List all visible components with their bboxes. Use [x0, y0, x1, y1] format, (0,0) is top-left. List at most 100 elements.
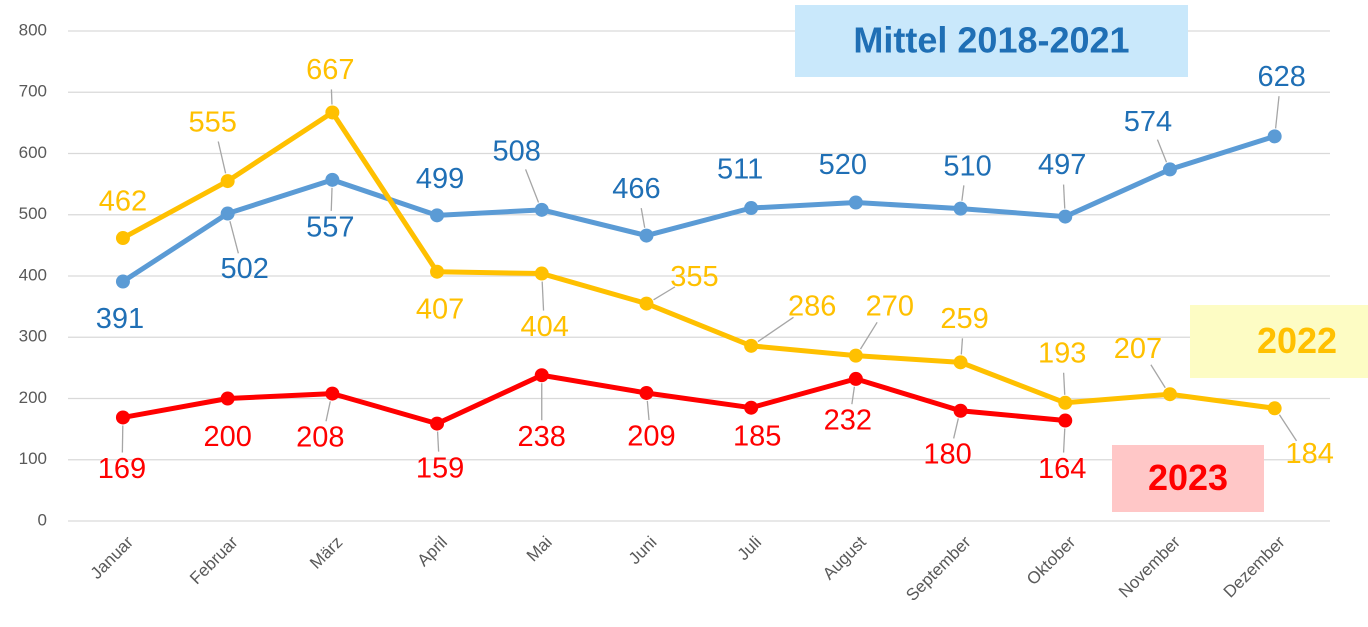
data-point: [953, 403, 968, 418]
leader-line: [229, 221, 239, 254]
y-tick-label: 600: [19, 143, 47, 162]
data-label: 555: [188, 107, 236, 139]
data-point: [639, 228, 654, 243]
data-point: [325, 172, 340, 187]
leader-line: [1278, 414, 1298, 442]
data-point: [744, 201, 759, 216]
legend-box: [1112, 445, 1264, 512]
data-point: [744, 400, 759, 415]
leader-line: [325, 401, 331, 422]
leader-line: [1150, 364, 1166, 389]
data-point: [430, 208, 445, 223]
data-point: [1162, 387, 1177, 402]
data-point: [430, 264, 445, 279]
data-point: [1162, 162, 1177, 177]
legend-label: Mittel 2018-2021: [853, 20, 1129, 61]
data-point: [1058, 209, 1073, 224]
leader-line: [1062, 184, 1066, 209]
y-tick-label: 300: [19, 327, 47, 346]
data-label: 238: [518, 421, 566, 453]
data-label: 207: [1114, 333, 1162, 365]
x-tick-label: Mai: [523, 533, 556, 566]
data-point: [1058, 413, 1073, 428]
leader-line: [1062, 428, 1066, 453]
data-label: 286: [788, 290, 836, 322]
series-line: [121, 133, 1276, 284]
data-point: [430, 416, 445, 431]
legend-label: 2023: [1148, 457, 1228, 498]
leader-line: [640, 208, 646, 228]
data-point: [534, 368, 549, 383]
data-label: 511: [717, 154, 763, 186]
data-label: 355: [670, 261, 718, 293]
y-tick-label: 0: [38, 510, 47, 529]
data-point: [115, 231, 130, 246]
leader-line: [859, 321, 878, 350]
data-label: 502: [220, 253, 268, 285]
data-point: [639, 385, 654, 400]
data-point: [534, 202, 549, 217]
data-point: [953, 201, 968, 216]
data-point: [325, 105, 340, 120]
data-label: 180: [923, 438, 971, 470]
data-point: [1267, 401, 1282, 416]
legend-box: [795, 5, 1188, 77]
data-label: 259: [940, 303, 988, 335]
leader-line: [851, 386, 856, 405]
leader-line: [953, 418, 959, 439]
x-tick-label: Dezember: [1220, 532, 1289, 601]
data-point: [953, 355, 968, 370]
data-point: [848, 371, 863, 386]
data-label: 574: [1124, 106, 1172, 138]
x-tick-label: März: [306, 533, 346, 573]
legend-box: [1190, 305, 1368, 378]
data-point: [534, 266, 549, 281]
data-point: [744, 338, 759, 353]
data-label: 508: [493, 136, 541, 168]
data-label: 164: [1038, 453, 1086, 485]
data-label: 184: [1285, 438, 1333, 470]
leader-line: [1274, 96, 1280, 129]
data-label: 520: [819, 149, 867, 181]
data-point: [848, 195, 863, 210]
leader-line: [1062, 372, 1066, 395]
x-tick-label: Oktober: [1023, 532, 1079, 588]
data-label: 200: [203, 421, 251, 453]
data-label: 628: [1257, 61, 1305, 93]
data-label: 499: [416, 163, 464, 195]
data-label: 232: [824, 405, 872, 437]
data-point: [115, 410, 130, 425]
data-label: 462: [99, 186, 147, 218]
series-line: [122, 372, 1066, 427]
leader-line: [653, 286, 676, 301]
x-tick-label: September: [902, 532, 974, 604]
leader-line: [960, 338, 964, 355]
y-tick-label: 200: [19, 388, 47, 407]
y-tick-label: 700: [19, 82, 47, 101]
y-tick-label: 800: [19, 20, 47, 39]
x-tick-label: April: [414, 533, 451, 570]
data-label: 185: [733, 420, 781, 452]
data-label: 159: [416, 452, 464, 484]
data-label: 404: [521, 311, 569, 343]
x-tick-label: August: [819, 532, 870, 583]
data-label: 209: [627, 421, 675, 453]
leader-line: [541, 281, 545, 311]
y-tick-label: 500: [19, 204, 47, 223]
data-label: 466: [612, 173, 660, 205]
data-point: [325, 386, 340, 401]
data-point: [115, 274, 130, 289]
leader-line: [961, 185, 965, 201]
x-tick-label: Juni: [625, 533, 660, 568]
data-label: 557: [306, 211, 354, 243]
data-point: [639, 296, 654, 311]
data-point: [1267, 129, 1282, 144]
data-label: 497: [1038, 149, 1086, 181]
data-label: 510: [943, 150, 991, 182]
data-label: 270: [866, 290, 914, 322]
y-tick-label: 100: [19, 449, 47, 468]
leader-line: [757, 316, 794, 343]
x-tick-label: Januar: [87, 532, 137, 582]
leader-line: [217, 141, 227, 174]
